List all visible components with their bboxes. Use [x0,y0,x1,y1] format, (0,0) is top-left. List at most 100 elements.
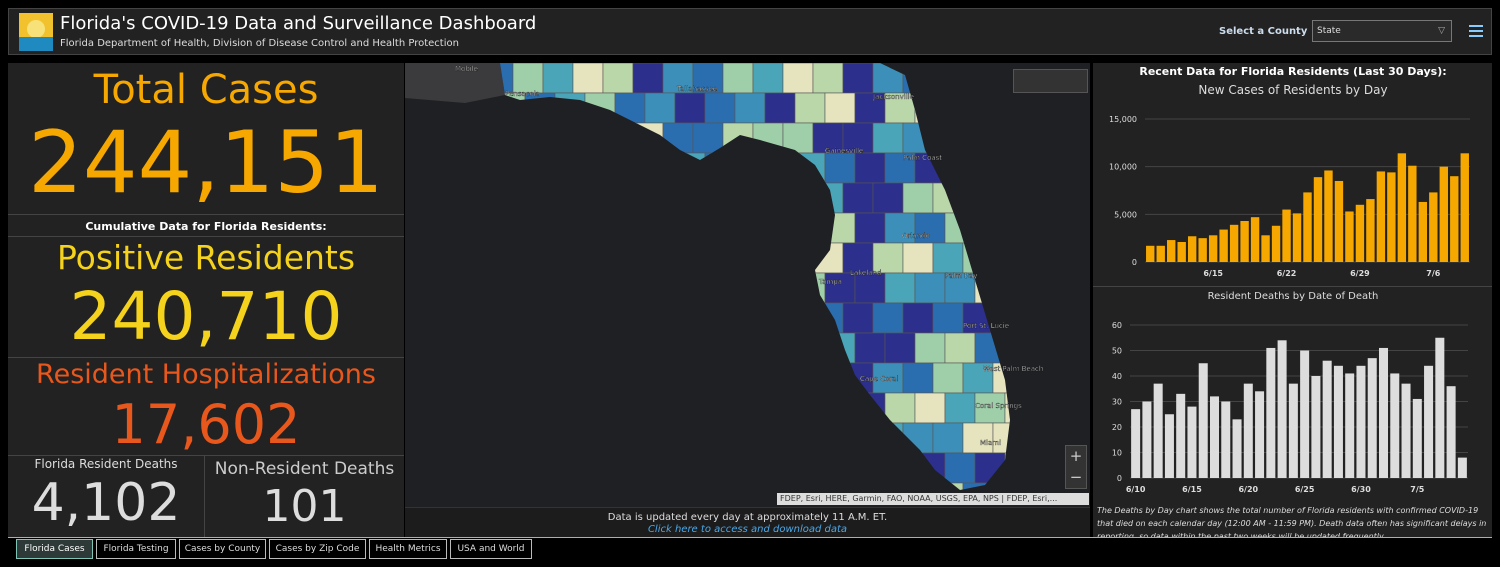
county [465,273,495,303]
county-select[interactable]: State ▽ [1312,20,1452,42]
y-tick-label: 50 [1112,347,1122,356]
county [662,182,694,214]
county [1004,392,1010,424]
tab[interactable]: Florida Cases [16,539,93,559]
bar [1397,153,1407,262]
county [692,63,724,94]
county [500,422,514,454]
county [734,452,766,484]
map[interactable]: Mobile Pensacola Tallahassee Jacksonville Ga… [405,63,1090,507]
bar [1418,201,1428,262]
y-tick-label: 30 [1112,398,1122,407]
tab[interactable]: USA and World [450,539,532,559]
county [704,452,736,484]
deaths-note: The Deaths by Day chart shows the total … [1097,506,1487,537]
bar [1164,414,1174,478]
bar [1176,393,1186,478]
county [572,122,604,154]
county [465,213,495,243]
county [884,272,916,304]
tab[interactable]: Cases by County [179,539,266,559]
menu-button[interactable] [1469,24,1485,38]
county [932,122,964,154]
county [524,272,556,304]
county [782,182,814,214]
bar [1333,365,1343,478]
county [704,212,736,244]
county [500,302,514,334]
chart-title: New Cases of Residents by Day [1198,83,1387,97]
county [542,482,574,490]
zoom-in[interactable]: + [1069,447,1083,465]
bar [1355,204,1365,262]
county [662,482,694,490]
county [500,182,514,214]
county [722,122,754,154]
county [812,63,844,94]
county [842,422,874,454]
map-label: Tallahassee [676,85,717,93]
county [500,152,526,184]
zoom-out[interactable]: − [1069,468,1083,486]
county [794,392,826,424]
county [692,422,724,454]
county [794,152,826,184]
county [902,242,934,274]
county [674,272,706,304]
y-tick-label: 40 [1112,372,1122,381]
total-cases-label: Total Cases [93,67,319,113]
county [812,302,844,334]
panel-heading: Recent Data for Florida Residents (Last … [1139,65,1446,78]
tab[interactable]: Florida Testing [96,539,176,559]
county [704,92,736,124]
bar [1300,350,1310,478]
county [584,212,616,244]
zoom-controls[interactable]: + − [1065,445,1087,489]
select-value: State [1317,26,1341,36]
county [453,123,483,153]
county [405,303,423,333]
county [405,393,435,423]
county [500,242,514,274]
y-tick-label: 20 [1112,423,1122,432]
county [1004,452,1010,484]
y-tick-label: 60 [1112,321,1122,330]
county [602,242,634,274]
county [734,212,766,244]
county [524,392,556,424]
county [584,152,616,184]
county [914,452,946,484]
county [512,362,544,394]
map-label: Miami [980,439,1001,447]
footer-link[interactable]: Click here to access and download data [647,524,848,535]
county [824,332,856,364]
bar [1408,165,1417,262]
county [764,392,796,424]
county [974,332,1006,364]
county [962,242,994,274]
county [854,212,886,244]
county [722,302,754,334]
county [524,152,556,184]
county [962,122,994,154]
map-tools[interactable] [1013,69,1088,93]
tab[interactable]: Cases by Zip Code [269,539,366,559]
nonresident-deaths-label: Non-Resident Deaths [214,459,395,479]
county [512,182,544,214]
county [962,422,994,454]
deaths-value: 4,102 [31,473,181,533]
county [465,453,495,483]
bar [1153,383,1163,478]
x-tick-label: 6/22 [1277,269,1297,278]
county [572,482,604,490]
county [500,272,526,304]
county [722,63,754,94]
tab[interactable]: Health Metrics [369,539,447,559]
county [932,63,964,94]
county [423,423,453,453]
county [722,242,754,274]
county [512,422,544,454]
county [722,182,754,214]
county [824,272,856,304]
bar [1292,213,1302,262]
